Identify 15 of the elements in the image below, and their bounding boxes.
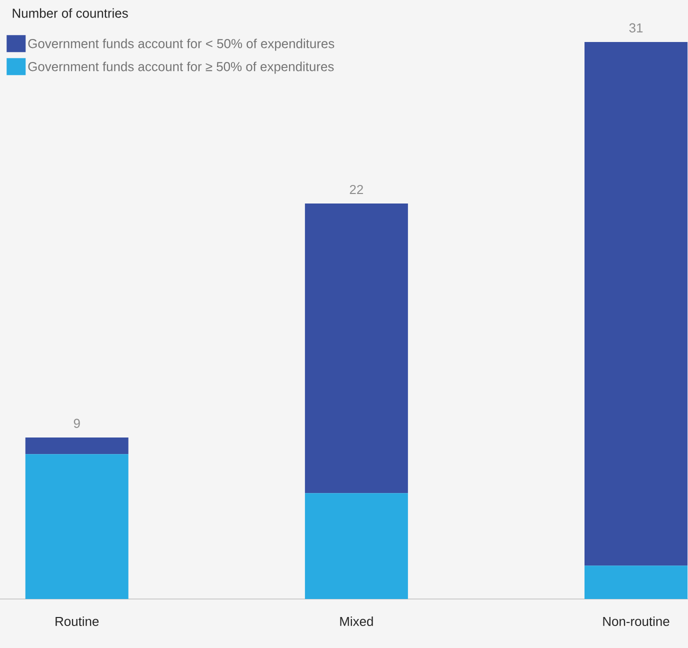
x-tick-label: Routine	[56, 616, 99, 626]
y-axis-title: Number of countries	[12, 8, 128, 18]
legend-label: Government funds account for ≥ 50% of expenditures	[28, 62, 334, 74]
bar	[304, 493, 408, 599]
legend-label: Government funds account for < 50% of expenditures	[28, 38, 334, 51]
bar	[584, 42, 688, 566]
x-tick-label: Non-routine	[603, 616, 670, 626]
annotation: 9	[74, 418, 80, 428]
annotation: 22	[350, 184, 363, 194]
x-tick-label: Mixed	[340, 616, 373, 626]
bar	[304, 204, 408, 494]
annotation: 31	[629, 23, 643, 32]
bar	[25, 437, 128, 454]
bar	[25, 454, 128, 599]
bar	[584, 566, 688, 599]
